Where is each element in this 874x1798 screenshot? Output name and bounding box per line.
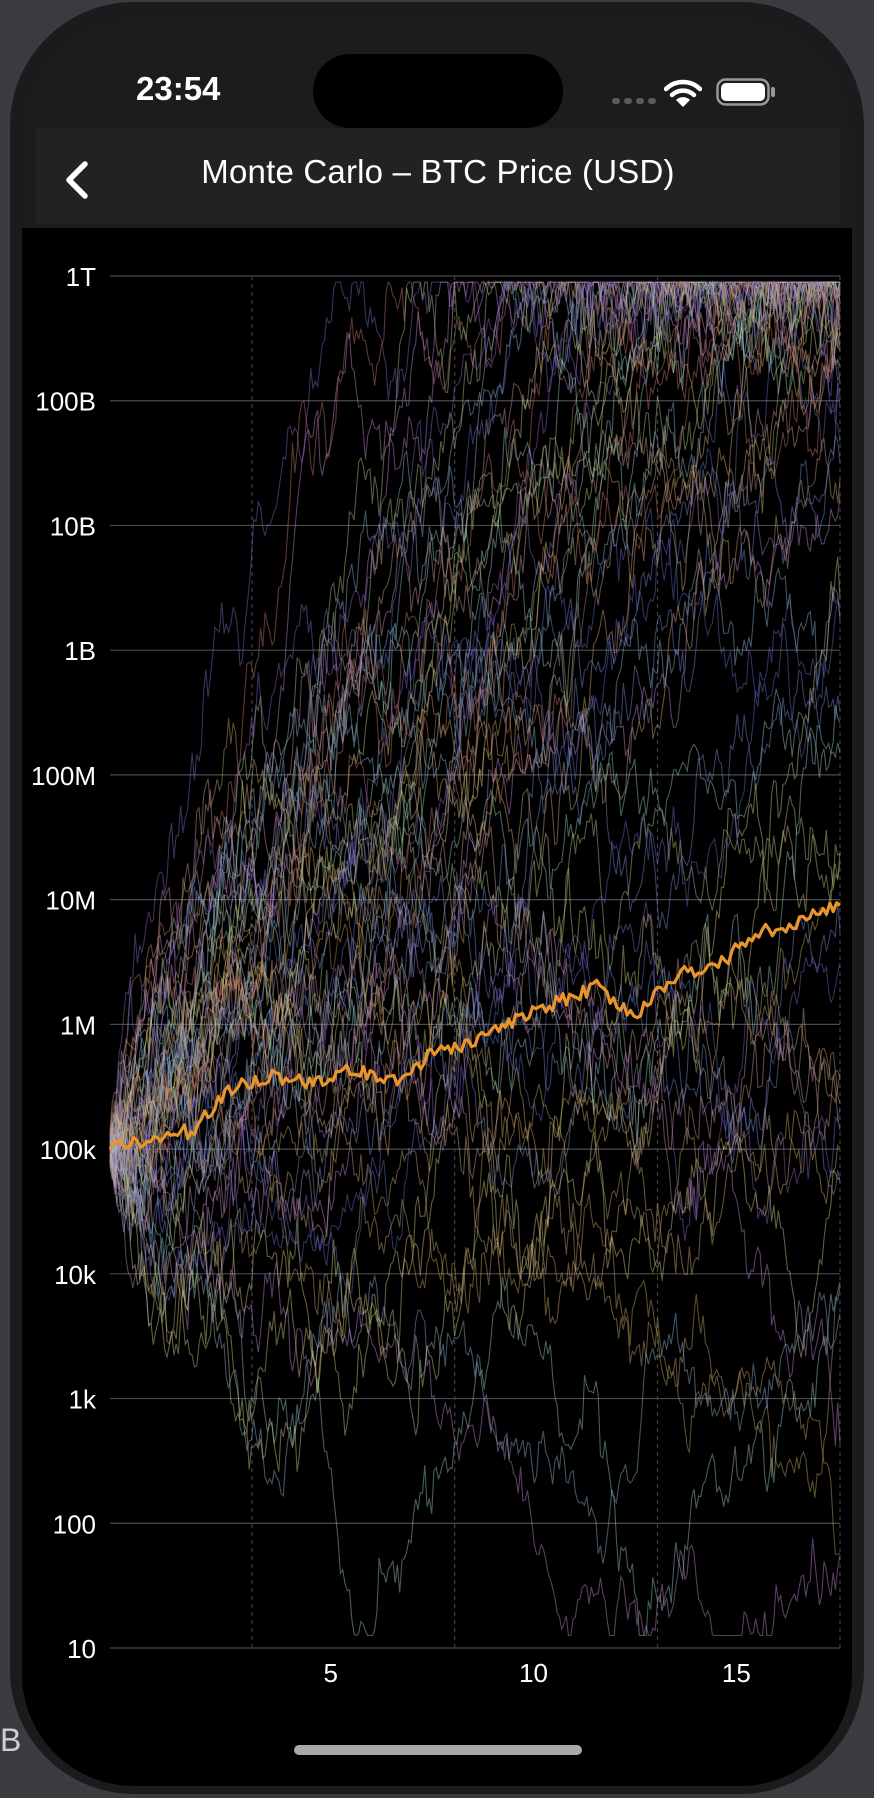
background-edge-text: B [0,1722,22,1758]
price-chart: 10 100 1k 10k 100k 1M 10M 100M 1B 10B 100B 1T 5 10 15 [31,262,841,1688]
home-indicator[interactable] [294,1745,582,1755]
battery-icon [716,78,775,106]
simulated-path [109,556,841,1472]
median-line [108,901,841,1150]
chevron-left-icon [66,161,88,199]
simulated-path [109,280,841,1196]
simulated-path [109,1052,841,1556]
simulated-path [109,281,841,1195]
back-button[interactable] [58,158,98,202]
simulated-path [109,330,841,1144]
chart-grid [110,275,841,1649]
x-tick-label: 10 [519,1658,548,1688]
simulated-path [109,280,841,1204]
simulated-path [109,280,841,1177]
simulated-path [109,280,840,1214]
phone-screen: 23:54 Monte Carlo – BTC Price (USD) 10 10… [22,18,852,1786]
simulated-path [109,668,841,1258]
simulated-path [109,280,840,1173]
simulated-path [109,331,841,1164]
y-tick-label: 10M [45,886,96,916]
nav-bar: Monte Carlo – BTC Price (USD) [36,128,840,224]
simulated-path [109,382,841,1207]
median-series [108,901,841,1150]
simulated-path [109,826,841,1246]
simulated-path [109,281,841,1188]
simulated-path [109,280,841,1186]
simulated-path [109,280,841,1174]
simulated-path [109,280,841,1154]
y-tick-label: 1M [60,1010,96,1040]
y-axis-labels: 10 100 1k 10k 100k 1M 10M 100M 1B 10B 100B 1T [31,262,97,1664]
simulated-path [109,1146,841,1564]
simulated-path [109,688,841,1187]
dynamic-island [313,54,563,128]
simulated-path [109,934,841,1267]
simulated-path [109,518,841,1146]
simulated-path [109,548,841,1232]
simulated-path [109,433,841,1202]
simulated-path [109,704,841,1328]
y-tick-label: 10 [67,1634,96,1664]
simulated-path [109,802,841,1244]
simulated-path [109,1123,841,1637]
simulated-path [109,280,841,1236]
simulated-path [109,897,841,1271]
simulated-path [109,795,841,1182]
y-tick-label: 10k [54,1260,97,1290]
simulated-path [109,280,841,1165]
simulated-paths [109,280,841,1637]
simulated-path [109,280,841,1193]
simulated-path [109,1075,841,1436]
simulated-path [109,281,841,1195]
simulated-path [109,592,841,1303]
simulated-path [109,281,841,1177]
y-tick-label: 100k [40,1135,97,1165]
x-axis-labels: 5 10 15 [324,1658,751,1688]
simulated-path [109,280,841,1155]
simulated-path [109,280,841,1163]
simulated-path [109,280,841,1217]
y-tick-label: 1k [69,1385,97,1415]
x-tick-label: 15 [722,1658,751,1688]
simulated-path [109,783,841,1367]
y-tick-label: 100M [31,761,96,791]
y-tick-label: 1T [66,262,96,292]
y-tick-label: 1B [64,636,96,666]
simulated-path [109,894,841,1447]
page-title: Monte Carlo – BTC Price (USD) [201,153,675,190]
simulated-path [109,281,841,1324]
simulated-path [109,280,841,1232]
simulated-path [109,961,841,1236]
y-tick-label: 100B [35,387,96,417]
simulated-path [109,856,841,1174]
x-tick-label: 5 [324,1658,338,1688]
simulated-path [109,1111,841,1637]
simulated-path [109,280,841,1227]
simulated-path [109,280,841,1178]
simulated-path [109,852,841,1242]
status-time: 23:54 [136,70,221,107]
y-tick-label: 10B [50,511,96,541]
simulated-path [109,281,841,1180]
simulated-path [109,430,841,1132]
wifi-icon [664,79,702,107]
simulated-path [109,1118,841,1498]
simulated-path [109,280,841,1217]
simulated-path [109,884,841,1181]
simulated-path [109,280,841,1168]
simulated-path [109,280,841,1243]
simulated-path [109,977,841,1325]
simulated-path [109,895,841,1274]
simulated-path [109,288,841,1137]
y-tick-label: 100 [53,1509,96,1539]
signal-dots-icon [612,98,656,104]
